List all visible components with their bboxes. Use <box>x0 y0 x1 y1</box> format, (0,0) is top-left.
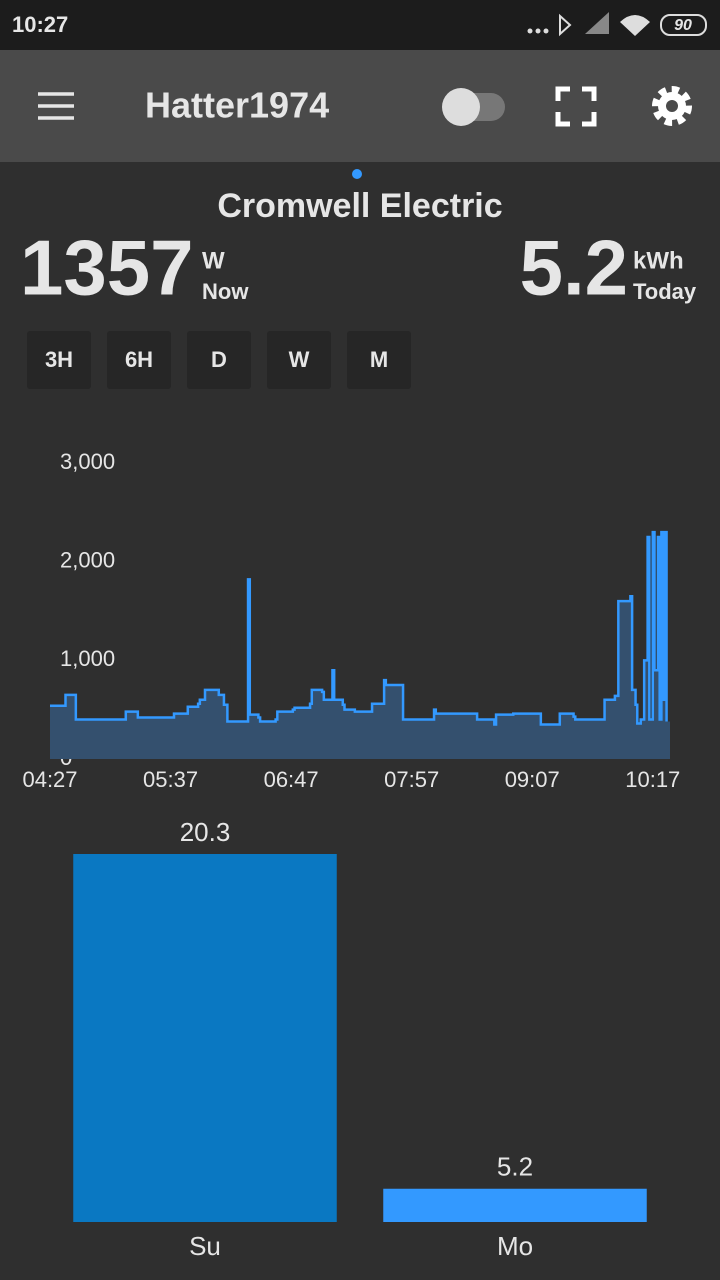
status-bar <box>0 0 720 50</box>
button-label: W <box>289 347 310 372</box>
settings-button[interactable] <box>652 86 692 126</box>
today-unit: kWh <box>633 247 684 274</box>
now-unit: W <box>202 247 225 274</box>
fullscreen-button[interactable] <box>555 86 597 127</box>
range-button[interactable]: 3H <box>27 331 91 389</box>
value-label: 5.2 <box>497 1152 533 1182</box>
x-tick-label: 06:47 <box>264 767 319 792</box>
x-tick-label: 09:07 <box>505 767 560 792</box>
app-title: Hatter1974 <box>145 85 329 126</box>
area <box>50 532 670 759</box>
button-bg <box>347 331 411 389</box>
value-label: 20.3 <box>180 817 231 847</box>
page-indicator <box>352 169 362 179</box>
status-time: 10:27 <box>12 12 68 37</box>
x-tick-label: Mo <box>497 1231 533 1261</box>
today-value: 5.2 <box>520 224 628 312</box>
range-button[interactable]: D <box>187 331 251 389</box>
x-tick-label: Su <box>189 1231 221 1261</box>
range-button[interactable]: 6H <box>107 331 171 389</box>
toggle[interactable] <box>442 88 505 126</box>
button-bg <box>107 331 171 389</box>
app-bar <box>0 50 720 162</box>
range-button[interactable]: M <box>347 331 411 389</box>
button-bg <box>267 331 331 389</box>
line <box>50 530 668 726</box>
button-label: D <box>211 347 227 372</box>
x-tick-label: 10:17 <box>625 767 680 792</box>
today-label: Today <box>633 279 697 304</box>
x-tick-label: 04:27 <box>22 767 77 792</box>
x-tick-label: 05:37 <box>143 767 198 792</box>
range-buttons: 3H 6H D W M <box>27 331 411 389</box>
now-value: 1357 <box>20 224 194 312</box>
button-label: M <box>370 347 388 372</box>
meter-name: Cromwell Electric <box>217 187 502 225</box>
button-bg <box>187 331 251 389</box>
y-tick-label: 2,000 <box>60 547 115 572</box>
now-label: Now <box>202 279 249 304</box>
menu-button[interactable] <box>38 92 74 120</box>
y-tick-label: 1,000 <box>60 646 115 671</box>
button-label: 3H <box>45 347 73 372</box>
bar <box>383 1188 647 1222</box>
y-tick-label: 3,000 <box>60 449 115 474</box>
x-tick-label: 07:57 <box>384 767 439 792</box>
range-button[interactable]: W <box>267 331 331 389</box>
battery-level: 90 <box>674 17 692 34</box>
button-bg <box>27 331 91 389</box>
button-label: 6H <box>125 347 153 372</box>
battery <box>660 14 707 36</box>
bar <box>73 854 337 1222</box>
status-icons <box>527 12 650 37</box>
